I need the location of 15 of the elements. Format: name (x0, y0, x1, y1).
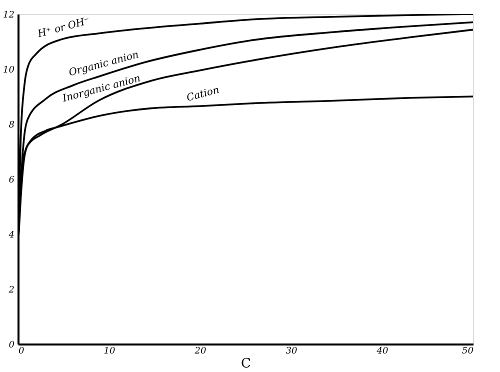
y-tick-label: 6 (8, 176, 15, 186)
annotation: H⁺ or OH⁻ (36, 16, 92, 40)
x-tick-label: 10 (104, 346, 116, 356)
x-tick-label: 20 (194, 346, 206, 356)
y-tick-label: 4 (8, 230, 15, 240)
y-tick-label: 10 (3, 66, 15, 76)
annotation: Cation (186, 84, 221, 104)
y-tick-label: 2 (8, 286, 15, 296)
x-tick-label: 50 (462, 346, 474, 356)
x-tick-label: 40 (376, 346, 388, 356)
x-tick-label: 0 (18, 346, 24, 356)
x-axis-title: C (241, 356, 252, 372)
x-tick-label: 30 (286, 346, 298, 356)
y-tick-label: 8 (8, 120, 15, 130)
y-tick-label: 12 (3, 10, 15, 20)
